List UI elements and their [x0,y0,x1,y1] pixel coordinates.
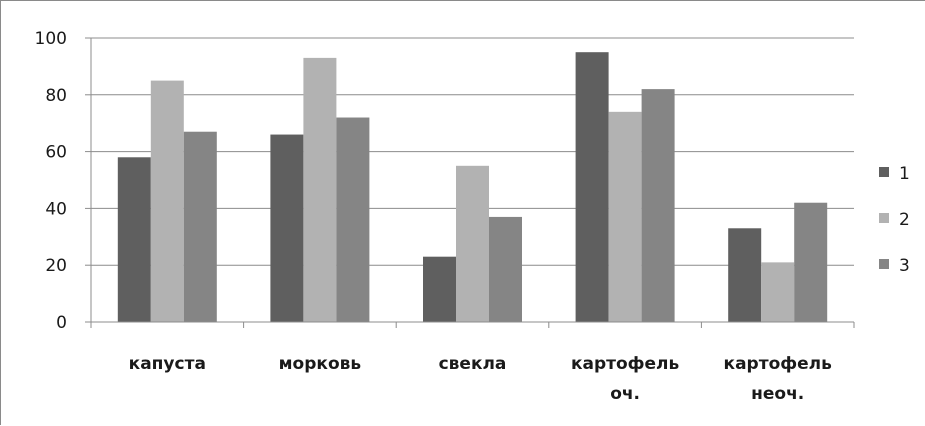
bar-series-2-3 [456,165,489,322]
legend: 1 2 3 [879,164,910,276]
bar-series-1-2 [270,134,304,322]
y-tick-label: 80 [45,86,67,106]
bar-series-3-5 [794,202,828,322]
legend-label-2: 2 [899,210,910,230]
bar-series-2-2 [303,57,337,322]
bar-series-3-1 [183,131,217,322]
x-category-label-line: оч. [610,384,640,404]
legend-label-3: 3 [899,256,910,276]
grid-layer [91,37,854,266]
x-category-label: картофель оч. [571,354,679,404]
bar-series-3-2 [336,117,370,323]
legend-swatch-3 [879,259,889,269]
x-category-label-line: морковь [279,354,361,374]
y-tick-label: 0 [56,313,67,333]
x-category-label-line: неоч. [751,384,804,404]
bar-series-2-1 [150,80,184,322]
x-category-label: свекла [439,354,507,374]
legend-swatch-2 [879,213,889,223]
y-tick-label: 60 [45,143,67,163]
x-category-label: картофель неоч. [724,354,832,404]
axis-layer: 0 20 40 60 80 100 капуста морковь свекла картофел… [35,29,855,404]
y-tick-label: 40 [45,199,67,219]
bar-series-1-1 [117,157,151,322]
y-tick-label: 100 [35,29,67,49]
bar-series-1-5 [728,228,762,322]
bar-series-3-3 [489,216,522,322]
x-category-label-line: картофель [571,354,679,374]
bar-series-1-4 [575,52,609,322]
x-category-label: морковь [279,354,361,374]
bar-layer [117,52,828,323]
x-category-label-line: свекла [439,354,507,374]
x-category-label: капуста [129,354,206,374]
legend-swatch-1 [879,167,889,177]
bar-series-2-4 [608,111,642,322]
bar-series-1-3 [423,256,456,322]
bar-series-3-4 [641,89,675,323]
x-category-label-line: капуста [129,354,206,374]
y-tick-label: 20 [45,256,67,276]
legend-label-1: 1 [899,164,910,184]
bar-series-2-5 [761,262,795,322]
x-category-label-line: картофель [724,354,832,374]
